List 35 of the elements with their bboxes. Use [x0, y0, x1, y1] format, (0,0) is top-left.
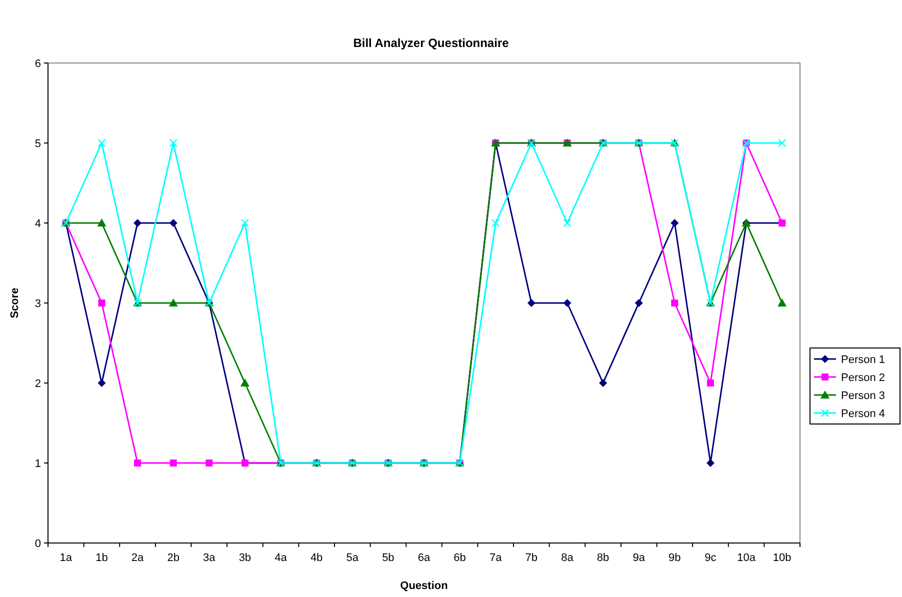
y-tick-label: 5 [34, 138, 41, 150]
x-tick-label: 3a [203, 552, 216, 564]
x-tick-label: 7b [525, 552, 538, 564]
x-tick-label: 4a [274, 552, 288, 564]
y-axis-title: Score [9, 288, 21, 318]
x-tick-label: 2a [131, 552, 145, 564]
legend-label: Person 3 [841, 390, 886, 402]
x-tick-label: 9c [704, 552, 717, 564]
y-tick-label: 0 [34, 538, 41, 550]
x-tick-label: 9b [668, 552, 681, 564]
x-tick-label: 6b [454, 552, 466, 564]
x-tick-label: 1a [60, 552, 73, 564]
chart-title: Bill Analyzer Questionnaire [353, 36, 510, 50]
x-tick-label: 8b [596, 552, 610, 564]
x-tick-label: 6a [418, 552, 431, 564]
y-tick-label: 2 [34, 378, 41, 390]
x-tick-label: 10b [772, 552, 792, 564]
y-tick-label: 3 [34, 298, 41, 310]
x-tick-label: 7a [489, 552, 503, 564]
x-tick-label: 3b [238, 552, 252, 564]
x-tick-label: 8a [561, 552, 574, 564]
x-tick-label: 9a [632, 552, 646, 564]
legend-label: Person 1 [841, 354, 886, 366]
y-tick-label: 4 [34, 218, 41, 230]
x-tick-label: 1b [96, 552, 108, 564]
x-tick-label: 4b [310, 552, 323, 564]
x-axis-title: Question [400, 580, 448, 592]
y-tick-label: 6 [34, 58, 41, 70]
legend-label: Person 4 [841, 408, 886, 420]
legend-label: Person 2 [841, 372, 886, 384]
x-tick-label: 5a [346, 552, 360, 564]
x-tick-label: 5b [382, 552, 394, 564]
y-tick-label: 1 [34, 458, 41, 470]
x-tick-label: 10a [737, 552, 756, 564]
x-tick-label: 2b [167, 552, 180, 564]
